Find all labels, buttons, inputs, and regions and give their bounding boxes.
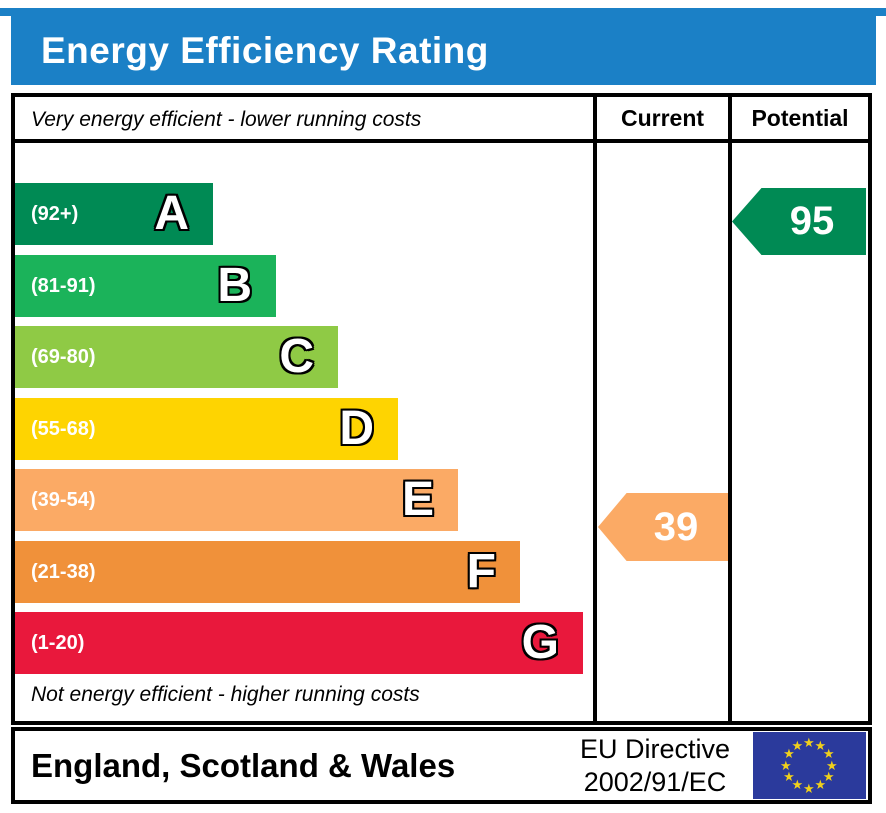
current-rating-arrow: 39 xyxy=(598,493,728,561)
top-accent-strip xyxy=(0,8,886,16)
band-letter: E xyxy=(401,473,434,526)
band-row-D: (55-68) D xyxy=(15,398,398,460)
eu-flag-star: ★ xyxy=(822,769,835,784)
eu-flag-star: ★ xyxy=(814,777,827,793)
band-bar-D: (55-68) D xyxy=(15,398,398,460)
band-letter: G xyxy=(521,616,559,669)
band-letter: D xyxy=(339,402,374,455)
band-range-label: (81-91) xyxy=(31,274,96,297)
eu-flag-star: ★ xyxy=(791,777,804,793)
rating-table: Current Potential Very energy efficient … xyxy=(11,93,872,725)
page-title: Energy Efficiency Rating xyxy=(41,29,489,71)
column-header-potential: Potential xyxy=(751,105,849,131)
band-bar-A: (92+) A xyxy=(15,183,213,245)
band-bar-F: (21-38) F xyxy=(15,541,520,603)
eu-directive-line2: 2002/91/EC xyxy=(583,767,727,797)
top-caption: Very energy efficient - lower running co… xyxy=(31,108,422,131)
bottom-caption: Not energy efficient - higher running co… xyxy=(31,683,420,706)
band-range-label: (69-80) xyxy=(31,345,96,368)
eu-flag-star: ★ xyxy=(783,746,795,761)
footer: England, Scotland & Wales EU Directive 2… xyxy=(11,727,872,804)
band-bar-G: (1-20) G xyxy=(15,612,583,674)
band-letter: A xyxy=(154,187,189,240)
band-bar-C: (69-80) C xyxy=(15,326,338,388)
current-rating-value: 39 xyxy=(653,504,699,549)
band-range-label: (55-68) xyxy=(31,417,96,440)
band-row-A: (92+) A xyxy=(15,183,213,245)
band-letter: F xyxy=(466,545,496,598)
band-bar-B: (81-91) B xyxy=(15,255,276,317)
eu-flag-star: ★ xyxy=(783,769,795,784)
band-letter: B xyxy=(217,259,252,312)
band-bar-E: (39-54) E xyxy=(15,469,458,531)
eu-flag-star: ★ xyxy=(826,757,838,773)
eu-flag-star: ★ xyxy=(803,780,815,796)
band-row-E: (39-54) E xyxy=(15,469,458,531)
eu-directive-label: EU Directive 2002/91/EC xyxy=(563,733,747,799)
band-row-G: (1-20) G xyxy=(15,612,583,674)
band-range-label: (1-20) xyxy=(31,631,85,654)
column-header-current: Current xyxy=(620,105,705,131)
band-letter: C xyxy=(279,330,314,383)
eu-flag-star: ★ xyxy=(803,734,815,750)
eu-flag-star: ★ xyxy=(791,737,804,753)
band-range-label: (92+) xyxy=(31,202,79,225)
title-bar: Energy Efficiency Rating xyxy=(11,16,876,85)
band-row-F: (21-38) F xyxy=(15,541,520,603)
eu-flag-icon: ★ ★ ★ ★ ★ ★ ★ ★ ★ ★ ★ ★ xyxy=(753,732,866,799)
band-row-C: (69-80) C xyxy=(15,326,338,388)
region-label: England, Scotland & Wales xyxy=(31,746,456,784)
potential-rating-value: 95 xyxy=(789,199,835,243)
band-range-label: (21-38) xyxy=(31,560,96,583)
band-row-B: (81-91) B xyxy=(15,255,276,317)
eu-flag-star: ★ xyxy=(780,757,792,773)
column-divider-current xyxy=(593,97,597,721)
potential-rating-arrow: 95 xyxy=(732,188,866,255)
eu-directive-line1: EU Directive xyxy=(579,734,731,764)
header-separator xyxy=(15,139,868,143)
band-range-label: (39-54) xyxy=(31,488,96,511)
column-divider-potential xyxy=(728,97,732,721)
eu-flag-star: ★ xyxy=(822,746,835,761)
eu-flag-star: ★ xyxy=(814,737,827,753)
